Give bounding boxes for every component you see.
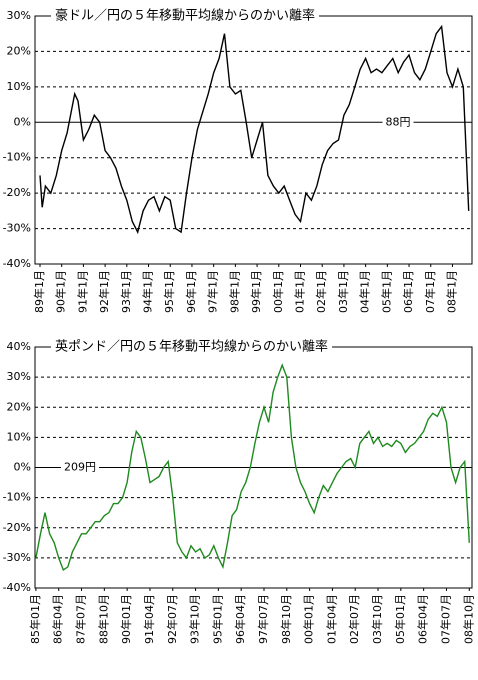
x-tick-label: 91年04月: [142, 594, 156, 644]
data-line: [39, 24, 470, 235]
y-tick-label: -20%: [3, 521, 31, 534]
x-tick-label: 93年10月: [188, 594, 202, 644]
x-tick-label: 88年10月: [96, 594, 110, 644]
x-tick-label: 03年10月: [370, 594, 384, 644]
x-tick-label: 00年01月: [302, 594, 316, 644]
annotation-bg: [382, 115, 414, 129]
x-tick-label: 86年04月: [51, 594, 65, 644]
x-tick-label: 94年1月: [141, 270, 155, 313]
x-tick-label: 92年07月: [165, 594, 179, 644]
plot-frame: [34, 15, 473, 265]
y-tick-label: 10%: [7, 80, 31, 93]
x-tick-label: 98年1月: [227, 270, 241, 313]
y-tick-label: -10%: [3, 151, 31, 164]
x-tick-label: 85年01月: [28, 594, 42, 644]
y-tick-label: 0%: [14, 461, 31, 474]
x-tick-label: 97年07月: [256, 594, 270, 644]
x-tick-label: 01年04月: [324, 594, 338, 644]
x-tick-label: 90年01月: [119, 594, 133, 644]
x-tick-label: 07年1月: [423, 270, 437, 313]
chart: 30% 20% 10% 0% -10% -20% -30% -40%89年1月 90年1月 91年…: [3, 7, 473, 313]
x-tick-label: 87年07月: [74, 594, 88, 644]
title-bg: [51, 7, 320, 24]
x-tick-label: 01年1月: [292, 270, 306, 313]
y-tick-label: 20%: [7, 44, 31, 57]
x-tick-label: 91年1月: [75, 270, 89, 313]
x-tick-label: 03年1月: [336, 270, 350, 313]
y-tick-label: 10%: [7, 430, 31, 443]
chart-title: 英ポンド／円の５年移動平均線からのかい離率: [55, 339, 328, 355]
annotation: 209円: [64, 461, 96, 474]
x-tick-label: 90年1月: [54, 270, 68, 313]
chart-title: 豪ドル／円の５年移動平均線からのかい離率: [55, 8, 315, 24]
y-tick-label: -40%: [3, 581, 31, 594]
x-tick-label: 98年10月: [279, 594, 293, 644]
y-tick-label: -40%: [3, 257, 31, 270]
y-tick-label: 30%: [7, 370, 31, 383]
x-tick-label: 95年01月: [210, 594, 224, 644]
x-tick-label: 05年01月: [393, 594, 407, 644]
y-tick-label: 30%: [7, 9, 31, 22]
x-tick-label: 07年07月: [438, 594, 452, 644]
x-tick-label: 96年1月: [184, 270, 198, 313]
x-tick-label: 00年1月: [271, 270, 285, 313]
x-tick-label: 95年1月: [162, 270, 176, 313]
x-tick-label: 04年1月: [358, 270, 372, 313]
data-line: [35, 363, 470, 571]
y-tick-label: -10%: [3, 491, 31, 504]
x-tick-label: 08年1月: [444, 270, 458, 313]
x-tick-label: 02年1月: [314, 270, 328, 313]
y-tick-label: -30%: [3, 551, 31, 564]
x-tick-label: 05年1月: [379, 270, 393, 313]
x-tick-label: 99年1月: [249, 270, 263, 313]
y-tick-label: -30%: [3, 222, 31, 235]
y-tick-label: 20%: [7, 400, 31, 413]
x-tick-label: 06年1月: [401, 270, 415, 313]
x-tick-label: 02年07月: [347, 594, 361, 644]
x-tick-label: 08年10月: [461, 594, 475, 644]
x-tick-label: 97年1月: [206, 270, 220, 313]
annotation-bg: [61, 460, 99, 474]
x-tick-label: 06年04月: [416, 594, 430, 644]
x-tick-label: 93年1月: [119, 270, 133, 313]
y-tick-label: -20%: [3, 186, 31, 199]
y-tick-label: 0%: [14, 115, 31, 128]
title-bg: [51, 338, 333, 355]
x-tick-label: 92年1月: [97, 270, 111, 313]
x-tick-label: 96年04月: [233, 594, 247, 644]
annotation: 88円: [386, 115, 411, 128]
x-tick-label: 89年1月: [32, 270, 46, 313]
chart: 40% 30% 20% 10% 0% -10% -20% -30% -40%85年01月 86年0…: [3, 338, 475, 644]
y-tick-label: 40%: [7, 340, 31, 353]
